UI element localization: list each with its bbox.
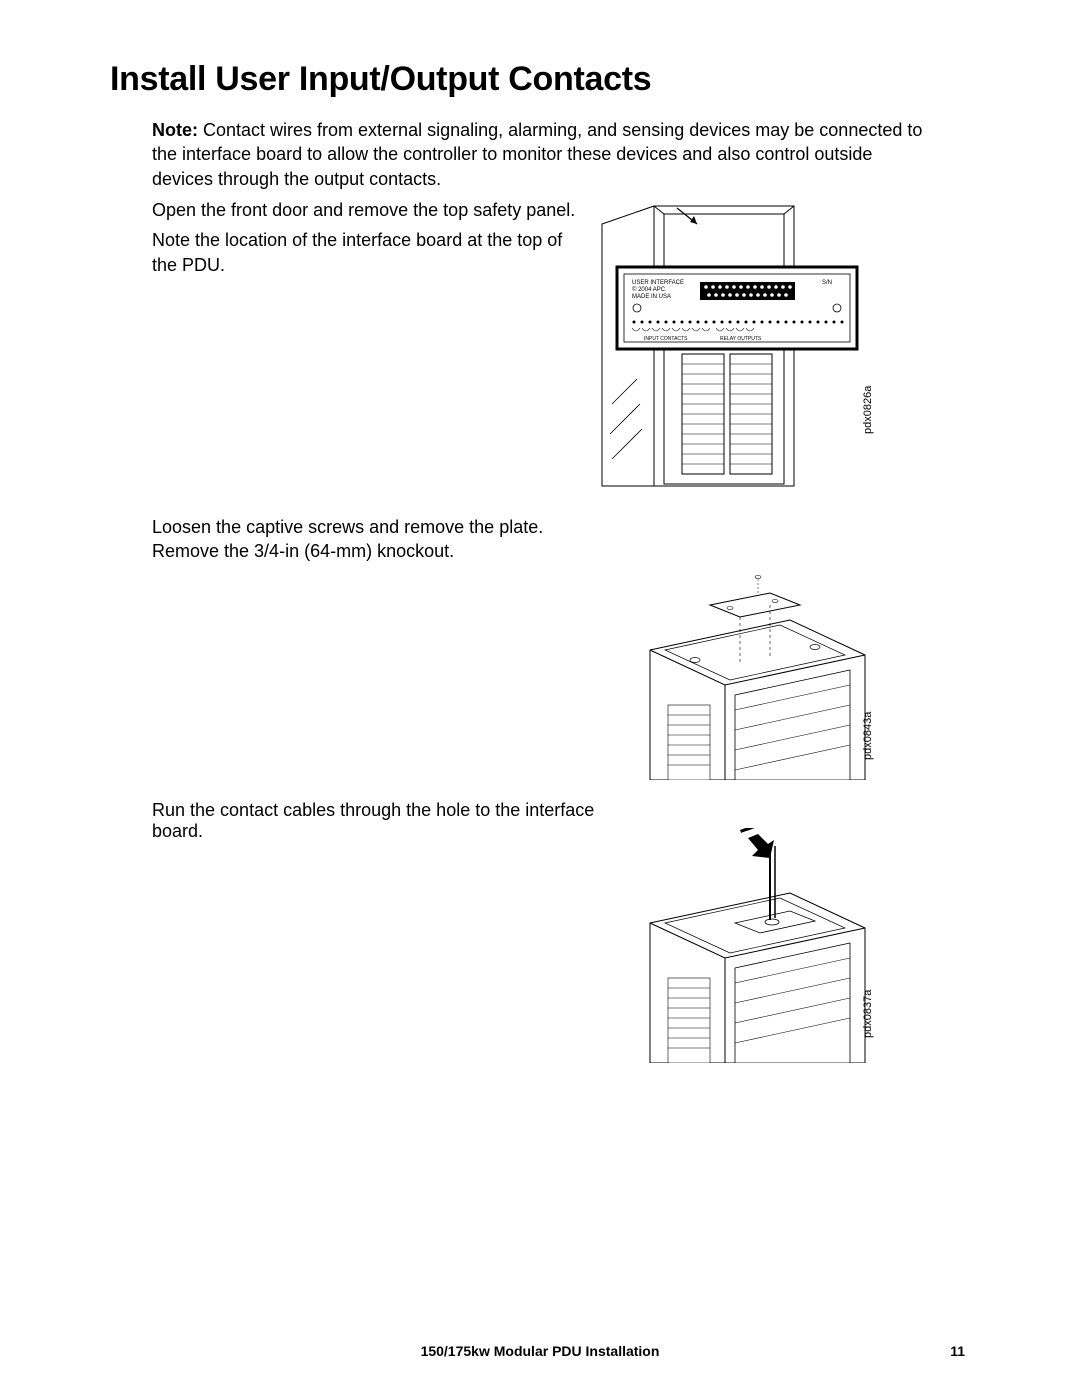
figure-1-label: pdx0826a bbox=[862, 386, 874, 434]
step-4-text: Run the contact cables through the hole … bbox=[152, 800, 612, 842]
panel-text-1: USER INTERFACE bbox=[632, 280, 684, 286]
note-label: Note: bbox=[152, 120, 198, 140]
step-2-text: Note the location of the interface board… bbox=[152, 228, 572, 278]
footer-page-number: 11 bbox=[950, 1343, 965, 1359]
footer-title: 150/175kw Modular PDU Installation bbox=[0, 1343, 1080, 1359]
note-block: Note: Contact wires from external signal… bbox=[152, 118, 932, 191]
figure-2: pdx0843a bbox=[640, 565, 870, 780]
note-text: Contact wires from external signaling, a… bbox=[152, 120, 922, 189]
figure-2-label: pdx0843a bbox=[862, 712, 874, 760]
step-3-text: Loosen the captive screws and remove the… bbox=[152, 515, 612, 564]
step-1-text: Open the front door and remove the top s… bbox=[152, 200, 652, 221]
document-page: Install User Input/Output Contacts Note:… bbox=[0, 0, 1080, 1397]
page-heading: Install User Input/Output Contacts bbox=[110, 60, 651, 99]
figure-3: pdx0837a bbox=[640, 828, 870, 1063]
panel-text-3: MADE IN USA bbox=[632, 294, 671, 300]
svg-text:RELAY OUTPUTS: RELAY OUTPUTS bbox=[720, 336, 762, 342]
panel-text-sn: S/N bbox=[822, 280, 832, 286]
figure-1: USER INTERFACE © 2004 APC MADE IN USA S/… bbox=[582, 204, 870, 489]
figure-3-label: pdx0837a bbox=[862, 990, 874, 1038]
panel-text-2: © 2004 APC bbox=[632, 286, 666, 293]
svg-text:INPUT CONTACTS: INPUT CONTACTS bbox=[644, 336, 688, 342]
